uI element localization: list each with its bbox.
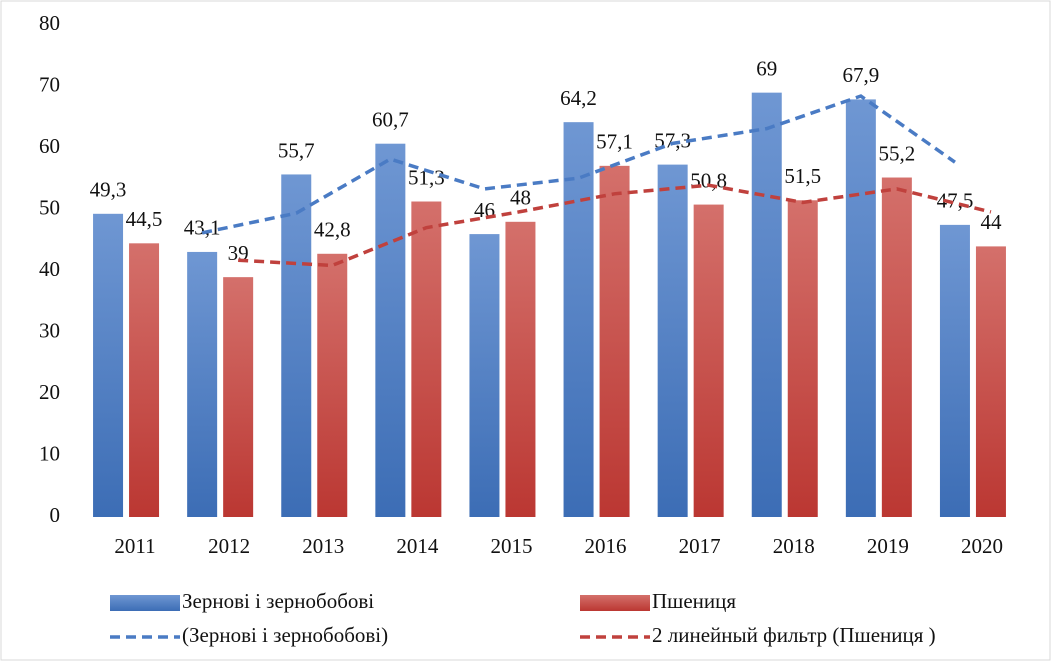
bar — [845, 99, 876, 517]
bar — [975, 246, 1006, 517]
bar — [599, 165, 630, 517]
data-label: 51,5 — [784, 164, 821, 188]
data-label: 64,2 — [560, 86, 597, 110]
bar — [939, 224, 970, 517]
trend-line — [201, 94, 956, 235]
bar — [129, 243, 160, 517]
trend-line — [238, 183, 992, 268]
bar — [787, 200, 818, 517]
legend-label: (Зернові і зернобобові) — [182, 623, 388, 647]
y-tick-label: 10 — [39, 441, 60, 465]
data-label: 69 — [756, 56, 777, 80]
bar — [187, 251, 218, 517]
bar — [375, 143, 406, 517]
bar — [881, 177, 912, 517]
y-tick-label: 50 — [39, 195, 60, 219]
x-tick-label: 2012 — [208, 534, 250, 558]
data-label: 49,3 — [90, 178, 127, 202]
data-label: 60,7 — [372, 108, 409, 132]
bar — [505, 221, 536, 518]
data-label: 44 — [980, 210, 1002, 234]
data-label: 57,1 — [596, 130, 633, 154]
data-label: 55,2 — [878, 141, 915, 165]
legend-swatch — [110, 595, 180, 611]
x-tick-label: 2016 — [585, 534, 627, 558]
legend-swatch — [580, 595, 650, 611]
y-tick-label: 0 — [50, 503, 61, 527]
bar — [93, 213, 124, 517]
data-label: 50,8 — [690, 168, 727, 192]
y-tick-label: 80 — [39, 11, 60, 35]
bar — [281, 174, 312, 517]
y-tick-label: 20 — [39, 380, 60, 404]
x-tick-label: 2011 — [114, 534, 155, 558]
bar — [223, 277, 254, 517]
bar — [657, 164, 688, 518]
legend-label: Пшениця — [652, 589, 736, 613]
y-tick-label: 60 — [39, 134, 60, 158]
bar — [751, 92, 782, 518]
x-tick-label: 2014 — [396, 534, 439, 558]
x-tick-label: 2018 — [773, 534, 815, 558]
x-tick-label: 2015 — [490, 534, 532, 558]
x-tick-label: 2020 — [961, 534, 1003, 558]
bar — [411, 201, 442, 517]
data-label: 43,1 — [184, 216, 221, 240]
y-tick-label: 40 — [39, 257, 60, 281]
bar — [469, 234, 500, 517]
legend-label: 2 линейный фильтр (Пшениця ) — [652, 623, 936, 647]
x-tick-label: 2013 — [302, 534, 344, 558]
data-label: 67,9 — [842, 63, 879, 87]
bar — [317, 253, 348, 517]
data-label: 55,7 — [278, 138, 315, 162]
data-label: 48 — [510, 186, 531, 210]
bar — [563, 122, 594, 518]
data-label: 47,5 — [937, 189, 974, 213]
data-label: 44,5 — [126, 207, 163, 231]
data-label: 42,8 — [314, 218, 351, 242]
legend-label: Зернові і зернобобові — [182, 589, 374, 613]
y-tick-label: 30 — [39, 318, 60, 342]
bar — [693, 204, 724, 517]
x-tick-label: 2017 — [679, 534, 721, 558]
y-tick-label: 70 — [39, 72, 60, 96]
x-tick-label: 2019 — [867, 534, 909, 558]
